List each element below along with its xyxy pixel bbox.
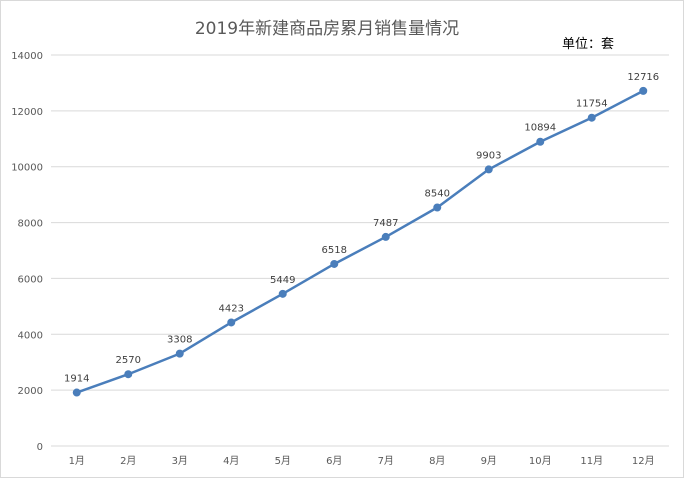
data-label: 5449 (270, 275, 295, 286)
data-label: 8540 (425, 188, 450, 199)
series-line (75, 89, 645, 394)
x-tick-label: 9月 (481, 455, 497, 467)
series-line-group (72, 86, 648, 397)
x-tick-label: 7月 (378, 455, 394, 467)
data-point (433, 203, 442, 212)
data-label: 6518 (322, 245, 347, 256)
data-point (124, 370, 133, 379)
x-tick-label: 4月 (223, 455, 239, 467)
y-tick-label: 6000 (18, 274, 43, 285)
x-tick-label: 10月 (529, 455, 552, 467)
data-labels: 1914 2570 3308 4423 5449 6518 7487 8540 9903 1089… (64, 72, 659, 385)
data-point (278, 289, 287, 298)
data-label: 11754 (576, 99, 608, 110)
data-label: 12716 (627, 72, 659, 83)
data-label: 10894 (524, 123, 556, 134)
data-point (227, 318, 236, 327)
x-tick-label: 6月 (326, 455, 342, 467)
x-tick-label: 11月 (580, 455, 603, 467)
y-tick-label: 4000 (18, 330, 43, 341)
data-point (72, 388, 81, 397)
x-tick-label: 8月 (429, 455, 445, 467)
x-tick-label: 1月 (69, 455, 85, 467)
data-label: 9903 (476, 150, 501, 161)
data-point (484, 165, 493, 174)
data-label: 3308 (167, 335, 192, 346)
data-point (330, 259, 339, 268)
data-label: 2570 (116, 355, 141, 366)
data-label: 1914 (64, 374, 89, 385)
x-axis: 1月 2月 3月 4月 5月 6月 7月 8月 9月 10月 11月 12月 (69, 455, 655, 467)
y-tick-label: 8000 (18, 219, 43, 230)
y-tick-label: 14000 (11, 51, 43, 62)
x-tick-label: 2月 (120, 455, 136, 467)
data-point (381, 232, 390, 241)
y-tick-label: 12000 (11, 107, 43, 118)
x-tick-label: 12月 (632, 455, 655, 467)
data-point (536, 137, 545, 146)
y-tick-label: 10000 (11, 163, 43, 174)
y-axis: 0 2000 4000 6000 8000 10000 12000 14000 (11, 51, 43, 453)
gridlines (51, 54, 669, 447)
y-tick-label: 0 (37, 442, 43, 453)
y-tick-label: 2000 (18, 386, 43, 397)
unit-note: 单位：套 (562, 36, 614, 52)
data-point (175, 349, 184, 358)
x-tick-label: 3月 (172, 455, 188, 467)
x-tick-label: 5月 (275, 455, 291, 467)
data-point (639, 86, 648, 95)
data-label: 4423 (219, 303, 244, 314)
chart-title: 2019年新建商品房累月销售量情况 (195, 19, 459, 39)
data-point (587, 113, 596, 122)
data-label: 7487 (373, 218, 398, 229)
